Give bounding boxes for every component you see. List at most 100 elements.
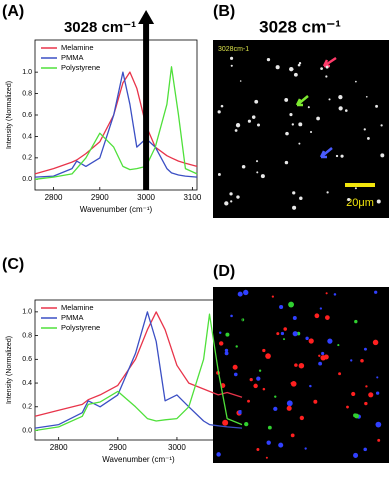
particle (326, 191, 329, 194)
particle (304, 447, 307, 450)
panel-label: (A) (2, 3, 24, 20)
particle (363, 128, 366, 131)
particle (338, 95, 343, 100)
particle (234, 129, 238, 132)
particle (318, 361, 323, 366)
x-tick-label: 2800 (45, 193, 63, 202)
particle (318, 354, 321, 357)
x-tick-label: 2900 (91, 193, 109, 202)
particle (235, 123, 241, 128)
x-tick-label: 2900 (109, 443, 127, 452)
particle (273, 406, 278, 411)
particle (278, 442, 284, 448)
particle (298, 122, 303, 127)
particle (289, 66, 294, 72)
particle (225, 332, 230, 337)
particle (239, 80, 242, 82)
particle (286, 400, 293, 407)
particle (368, 392, 374, 398)
particle (327, 338, 333, 344)
particle (367, 137, 370, 140)
x-axis-label: Wavenumber (cm⁻¹) (80, 205, 153, 214)
y-tick-label: 0.8 (22, 90, 32, 97)
particle (244, 421, 249, 427)
particle (237, 291, 243, 297)
y-tick-label: 0.6 (22, 356, 32, 363)
particle (333, 293, 337, 296)
particle (325, 292, 328, 295)
legend-label: Melamine (61, 43, 94, 52)
image-background (213, 40, 389, 218)
particle (308, 338, 314, 344)
particle (299, 415, 305, 421)
y-tick-label: 0.0 (22, 176, 32, 183)
particle (372, 339, 379, 346)
y-tick-label: 0.8 (22, 332, 32, 339)
particle (241, 164, 246, 169)
particle (266, 58, 271, 62)
particle (254, 99, 259, 104)
particle (247, 399, 250, 403)
particle (292, 331, 298, 337)
particle (319, 307, 323, 310)
particle (265, 353, 271, 359)
particle (353, 452, 359, 458)
particle (241, 318, 245, 322)
particle (298, 142, 301, 145)
particle (299, 196, 303, 200)
particle (363, 447, 367, 452)
particle (365, 385, 368, 388)
particle (325, 75, 328, 78)
particle (251, 115, 256, 119)
particle (376, 376, 379, 379)
particle (217, 110, 221, 114)
arrow (319, 147, 333, 159)
legend-label: Polystyrene (61, 323, 100, 332)
particle (354, 319, 358, 324)
particle (309, 130, 313, 134)
particle (360, 358, 364, 363)
y-tick-label: 0.2 (22, 155, 32, 162)
particle (284, 98, 289, 102)
particle (354, 187, 357, 190)
particle (351, 391, 356, 397)
particle (220, 104, 224, 108)
particle (256, 448, 260, 451)
particle (293, 72, 298, 77)
x-axis-label: Wavenumber (cm⁻¹) (102, 455, 175, 464)
particle (298, 62, 302, 65)
particle (280, 331, 285, 336)
plot-frame (34, 299, 243, 441)
particle (224, 201, 229, 206)
particle (265, 456, 268, 459)
annotation-arrowhead (138, 10, 155, 24)
particle (305, 336, 309, 341)
panel-label: (D) (213, 263, 235, 280)
particle (260, 174, 265, 179)
y-axis-label: Intensity (Normalized) (6, 336, 13, 404)
particle (338, 106, 343, 111)
particle (224, 348, 229, 353)
y-tick-label: 1.0 (22, 309, 32, 316)
panel-label: (B) (213, 3, 235, 20)
legend-label: Polystyrene (61, 63, 100, 72)
particle (290, 433, 295, 438)
particle (340, 154, 344, 158)
particle (320, 67, 323, 71)
panel-label: (C) (2, 256, 24, 273)
particle (258, 369, 262, 372)
particle (365, 95, 368, 98)
particle (375, 421, 382, 428)
y-tick-label: 0.4 (22, 380, 32, 387)
particle (347, 197, 351, 202)
particle (247, 119, 251, 123)
particle (262, 387, 266, 391)
y-tick-label: 0.0 (22, 427, 32, 434)
particle (354, 413, 360, 419)
particle (243, 289, 249, 296)
particle (374, 290, 378, 294)
x-tick-label: 3000 (137, 193, 155, 202)
x-tick-label: 3100 (183, 193, 201, 202)
particle (266, 440, 271, 445)
